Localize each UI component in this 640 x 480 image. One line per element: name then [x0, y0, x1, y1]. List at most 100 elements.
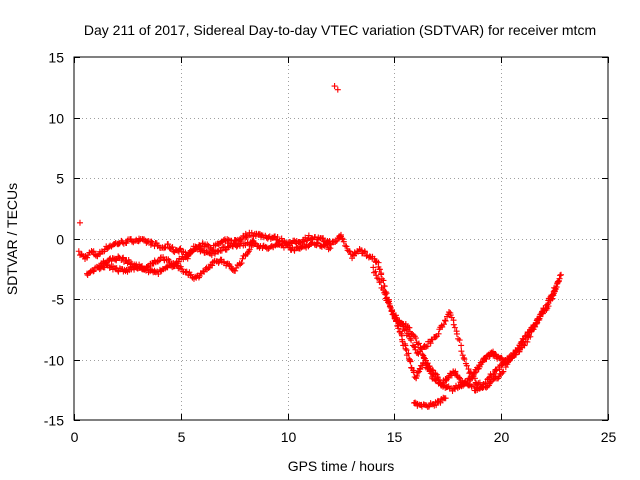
data-point-track-a	[332, 238, 339, 245]
data-point-track-d	[376, 266, 383, 273]
data-point-track-e	[493, 367, 500, 374]
data-point-track-e	[460, 354, 467, 361]
data-point-track-e	[549, 291, 556, 298]
data-point-track-d	[473, 368, 480, 375]
data-point-track-e	[508, 355, 515, 362]
data-point-track-e	[370, 264, 377, 271]
data-point-track-a	[257, 231, 264, 238]
data-point-track-e	[498, 362, 505, 369]
data-point-track-e	[527, 333, 534, 340]
data-point-track-d	[402, 345, 409, 352]
data-point-track-e	[532, 323, 539, 330]
plot-frame	[73, 56, 609, 421]
axis-ticks: 0 5 10 15 20 25 -15 -10 -5 0 5 10 15	[44, 50, 617, 446]
data-point-track-d	[342, 242, 349, 249]
data-point-track-a	[84, 254, 91, 261]
data-point-track-e	[442, 317, 449, 324]
data-point-track-f	[406, 324, 413, 331]
data-point-track-e	[411, 343, 418, 350]
data-point-track-e	[372, 268, 379, 275]
data-point-track-e	[535, 317, 542, 324]
data-point-track-a	[242, 230, 249, 237]
data-point-track-e	[440, 321, 447, 328]
data-point-track-a	[274, 234, 281, 241]
data-point-track-d	[455, 374, 462, 381]
data-point-track-f	[499, 369, 506, 376]
data-point-track-e	[375, 276, 382, 283]
data-point-track-b	[195, 274, 202, 281]
y-tick-label: -5	[52, 292, 65, 308]
x-tick-label: 25	[601, 429, 617, 445]
y-tick-label: 5	[56, 171, 64, 187]
data-point-track-b	[237, 261, 244, 268]
data-point-track-c	[171, 262, 178, 269]
data-point-track-d	[413, 372, 420, 379]
data-point-track-a	[305, 232, 312, 239]
data-point-track-e	[537, 313, 544, 320]
data-point-track-b	[232, 267, 239, 274]
data-point-track-b	[327, 245, 334, 252]
data-point-track-a	[148, 238, 155, 245]
data-point-outliers	[331, 83, 338, 90]
data-point-track-c	[250, 237, 257, 244]
data-point-track-e	[408, 337, 415, 344]
data-point-track-e	[471, 375, 478, 382]
data-point-track-d	[381, 283, 388, 290]
data-point-track-e	[476, 379, 483, 386]
data-point-track-b	[119, 255, 126, 262]
data-point-track-f	[420, 354, 427, 361]
x-axis-label: GPS time / hours	[288, 458, 395, 474]
data-point-track-c	[116, 265, 123, 272]
x-tick-label: 5	[178, 429, 186, 445]
data-point-track-d	[558, 271, 565, 278]
data-points	[75, 83, 565, 410]
data-point-track-d	[407, 358, 414, 365]
data-point-track-f	[427, 370, 434, 377]
data-point-track-c	[185, 252, 192, 259]
data-point-track-e	[373, 272, 380, 279]
data-point-track-a	[75, 248, 82, 255]
data-point-track-a	[169, 244, 176, 251]
data-point-track-e	[548, 292, 555, 299]
data-point-track-b	[90, 268, 97, 275]
data-point-track-e	[385, 299, 392, 306]
chart-title: Day 211 of 2017, Sidereal Day-to-day VTE…	[84, 22, 596, 38]
data-point-track-d	[417, 366, 424, 373]
data-point-track-f	[417, 345, 424, 352]
data-point-track-a	[272, 233, 279, 240]
data-point-track-e	[451, 324, 458, 331]
data-point-track-b	[226, 262, 233, 269]
data-point-track-a	[320, 235, 327, 242]
data-point-track-e	[463, 362, 470, 369]
data-point-track-e	[386, 303, 393, 310]
y-axis-label: SDTVAR / TECUs	[4, 183, 20, 295]
data-point-track-a	[165, 241, 172, 248]
data-point-track-g	[442, 395, 449, 402]
data-point-track-b	[238, 260, 245, 267]
data-point-track-e	[539, 309, 546, 316]
data-point-track-d	[346, 248, 353, 255]
data-point-track-e	[442, 317, 449, 324]
data-point-track-e	[427, 340, 434, 347]
data-point-track-a	[204, 241, 211, 248]
data-point-track-e	[544, 301, 551, 308]
y-tick-label: 15	[48, 50, 64, 66]
data-point-track-g	[433, 402, 440, 409]
data-point-track-e	[467, 369, 474, 376]
data-point-track-f	[500, 368, 507, 375]
data-point-track-d	[405, 350, 412, 357]
data-point-track-e	[513, 351, 520, 358]
data-point-outliers	[334, 86, 341, 93]
data-point-track-b	[291, 247, 298, 254]
data-point-track-e	[555, 277, 562, 284]
data-point-track-e	[458, 342, 465, 349]
data-point-track-e	[386, 300, 393, 307]
x-tick-label: 20	[494, 429, 510, 445]
data-point-track-d	[362, 249, 369, 256]
data-point-track-b	[314, 239, 321, 246]
data-point-track-f	[402, 320, 409, 327]
y-tick-label: -10	[44, 353, 64, 369]
data-point-track-e	[465, 366, 472, 373]
data-point-track-c	[144, 264, 151, 271]
